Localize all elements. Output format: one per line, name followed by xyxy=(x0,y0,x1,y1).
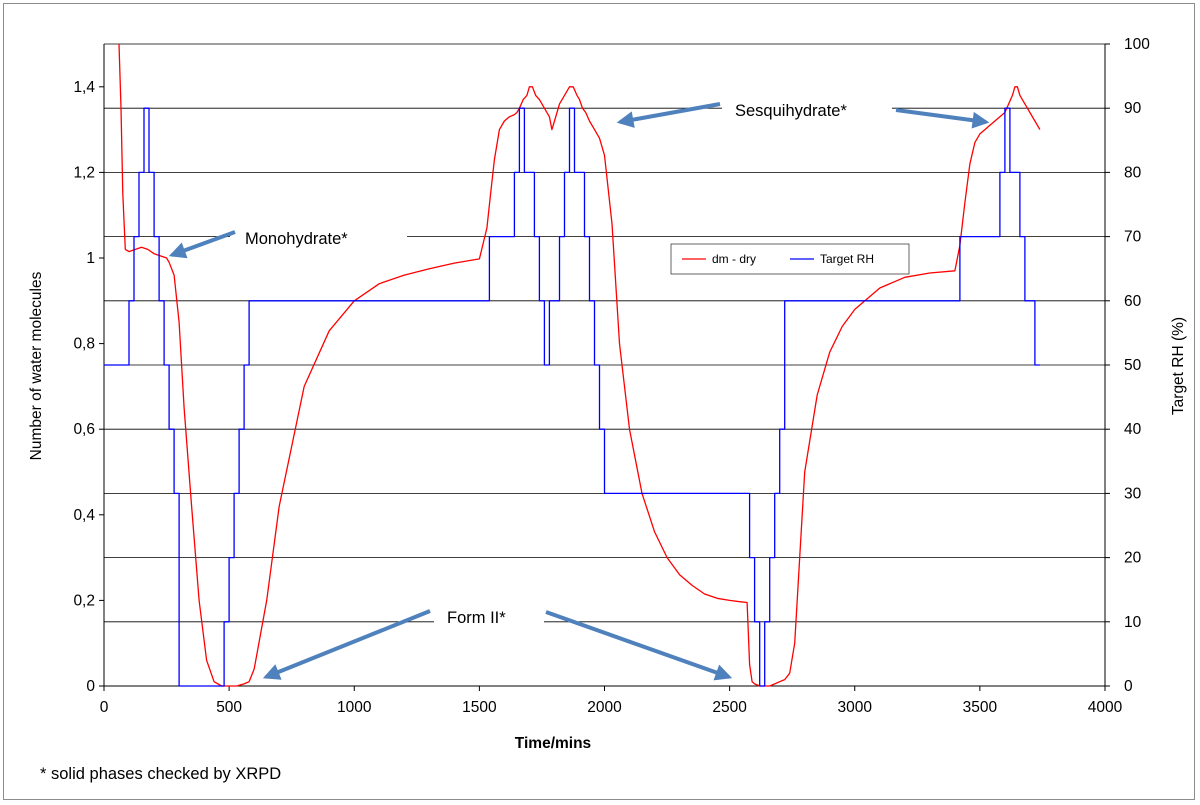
y-tick-label: 0 xyxy=(86,678,95,695)
annotation-arrow-monohydrate xyxy=(168,230,236,259)
footnote: * solid phases checked by XRPD xyxy=(40,765,281,783)
y-tick-label: 0,6 xyxy=(73,421,95,438)
x-axis-title: Time/mins xyxy=(515,735,591,752)
legend: dm - dry Target RH xyxy=(670,243,910,275)
annotation-arrow-sesquihydrate-left xyxy=(616,102,721,128)
annotation-arrow-form-ii-left xyxy=(262,609,431,680)
y2-tick-label: 70 xyxy=(1124,229,1142,246)
series-line-target-rh xyxy=(104,107,1040,687)
annotation-form-ii: Form II* xyxy=(447,609,506,627)
y2-tick-label: 20 xyxy=(1124,550,1142,567)
x-tick-label: 4000 xyxy=(1088,699,1123,716)
x-tick-label: 0 xyxy=(100,699,109,716)
annotation-form-ii-bg xyxy=(434,598,544,638)
y-tick-label: 1 xyxy=(86,250,95,267)
y2-tick-label: 0 xyxy=(1124,678,1133,695)
tick-labels: 0 500 1000 1500 2000 2500 3000 3500 400000,20,40… xyxy=(73,36,1150,716)
y-axis-title: Number of water molecules xyxy=(28,271,45,460)
legend-box xyxy=(670,243,910,275)
legend-label-rh: Target RH xyxy=(820,252,874,266)
x-tick-label: 3500 xyxy=(963,699,998,716)
x-tick-label: 500 xyxy=(216,699,242,716)
x-tick-label: 1500 xyxy=(462,699,497,716)
annotation-monohydrate: Monohydrate* xyxy=(245,230,348,248)
y2-tick-label: 90 xyxy=(1124,100,1142,117)
annotation-arrow-sesquihydrate-right xyxy=(895,108,990,129)
y2-tick-label: 60 xyxy=(1124,293,1142,310)
y2-tick-label: 100 xyxy=(1124,36,1150,53)
y-tick-label: 0,8 xyxy=(73,336,95,353)
y2-tick-label: 40 xyxy=(1124,421,1142,438)
annotation-sesquihydrate: Sesquihydrate* xyxy=(735,102,847,120)
y2-tick-label: 50 xyxy=(1124,357,1142,374)
y2-tick-label: 80 xyxy=(1124,164,1142,181)
y2-axis-title: Target RH (%) xyxy=(1170,317,1187,415)
legend-label-dry: dm - dry xyxy=(712,252,756,266)
y2-tick-label: 10 xyxy=(1124,614,1142,631)
annotations: Monohydrate* Sesquihydrate* Form II* xyxy=(168,90,990,681)
y2-tick-label: 30 xyxy=(1124,485,1142,502)
annotation-sesquihydrate-bg xyxy=(722,90,892,130)
annotation-monohydrate-bg xyxy=(230,220,407,256)
x-tick-label: 2500 xyxy=(712,699,747,716)
y-tick-label: 1,2 xyxy=(73,164,95,181)
y-tick-label: 1,4 xyxy=(73,79,95,96)
x-tick-label: 2000 xyxy=(587,699,622,716)
gridlines xyxy=(104,43,1105,623)
annotation-arrow-form-ii-right xyxy=(545,610,733,681)
y-tick-label: 0,4 xyxy=(73,507,95,524)
series-line-dm-dry xyxy=(118,43,1041,687)
y-tick-label: 0,2 xyxy=(73,592,95,609)
x-tick-label: 3000 xyxy=(838,699,873,716)
series xyxy=(104,43,1041,687)
x-tick-label: 1000 xyxy=(337,699,372,716)
